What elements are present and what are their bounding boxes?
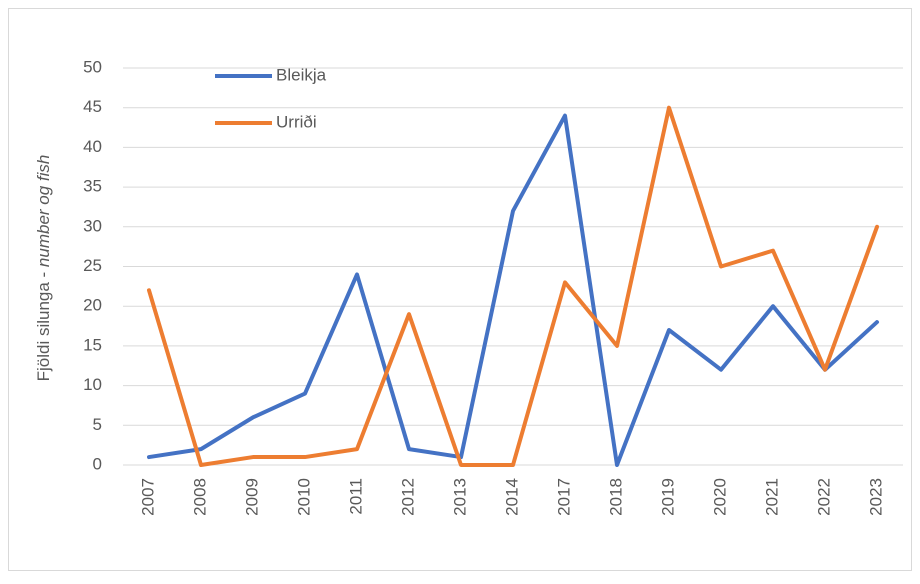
x-tick-label: 2011 xyxy=(346,478,365,515)
x-tick-label: 2018 xyxy=(606,478,625,516)
x-tick-label: 2009 xyxy=(242,478,261,516)
y-tick-label: 25 xyxy=(83,256,102,275)
x-tick-label: 2012 xyxy=(398,478,417,516)
y-label-plain: Fjöldi silunga - xyxy=(34,267,53,381)
x-tick-label: 2010 xyxy=(294,478,313,516)
y-tick-label: 5 xyxy=(93,415,102,434)
y-tick-label: 0 xyxy=(93,454,102,473)
legend-label: Bleikja xyxy=(276,65,327,84)
x-tick-label: 2019 xyxy=(658,478,677,516)
y-axis-label: Fjöldi silunga - number og fish xyxy=(34,155,53,382)
y-tick-label: 15 xyxy=(83,335,102,354)
x-tick-label: 2008 xyxy=(190,478,209,516)
y-tick-label: 45 xyxy=(83,97,102,116)
x-tick-label: 2007 xyxy=(138,478,157,516)
y-tick-label: 35 xyxy=(83,177,102,196)
x-tick-label: 2014 xyxy=(502,478,521,516)
chart-border xyxy=(8,8,912,571)
legend-label: Urriði xyxy=(276,112,317,131)
x-tick-label: 2022 xyxy=(814,478,833,516)
series-line xyxy=(147,105,879,467)
y-tick-label: 30 xyxy=(83,216,102,235)
y-tick-label: 10 xyxy=(83,375,102,394)
y-tick-label: 50 xyxy=(83,57,102,76)
x-tick-label: 2023 xyxy=(866,478,885,516)
series-line xyxy=(147,113,879,467)
y-tick-label: 20 xyxy=(83,296,102,315)
x-tick-label: 2013 xyxy=(450,478,469,516)
x-tick-label: 2021 xyxy=(762,478,781,516)
x-tick-label: 2017 xyxy=(554,478,573,516)
x-tick-label: 2020 xyxy=(710,478,729,516)
y-label-italic: number og fish xyxy=(34,155,53,267)
y-tick-label: 40 xyxy=(83,137,102,156)
